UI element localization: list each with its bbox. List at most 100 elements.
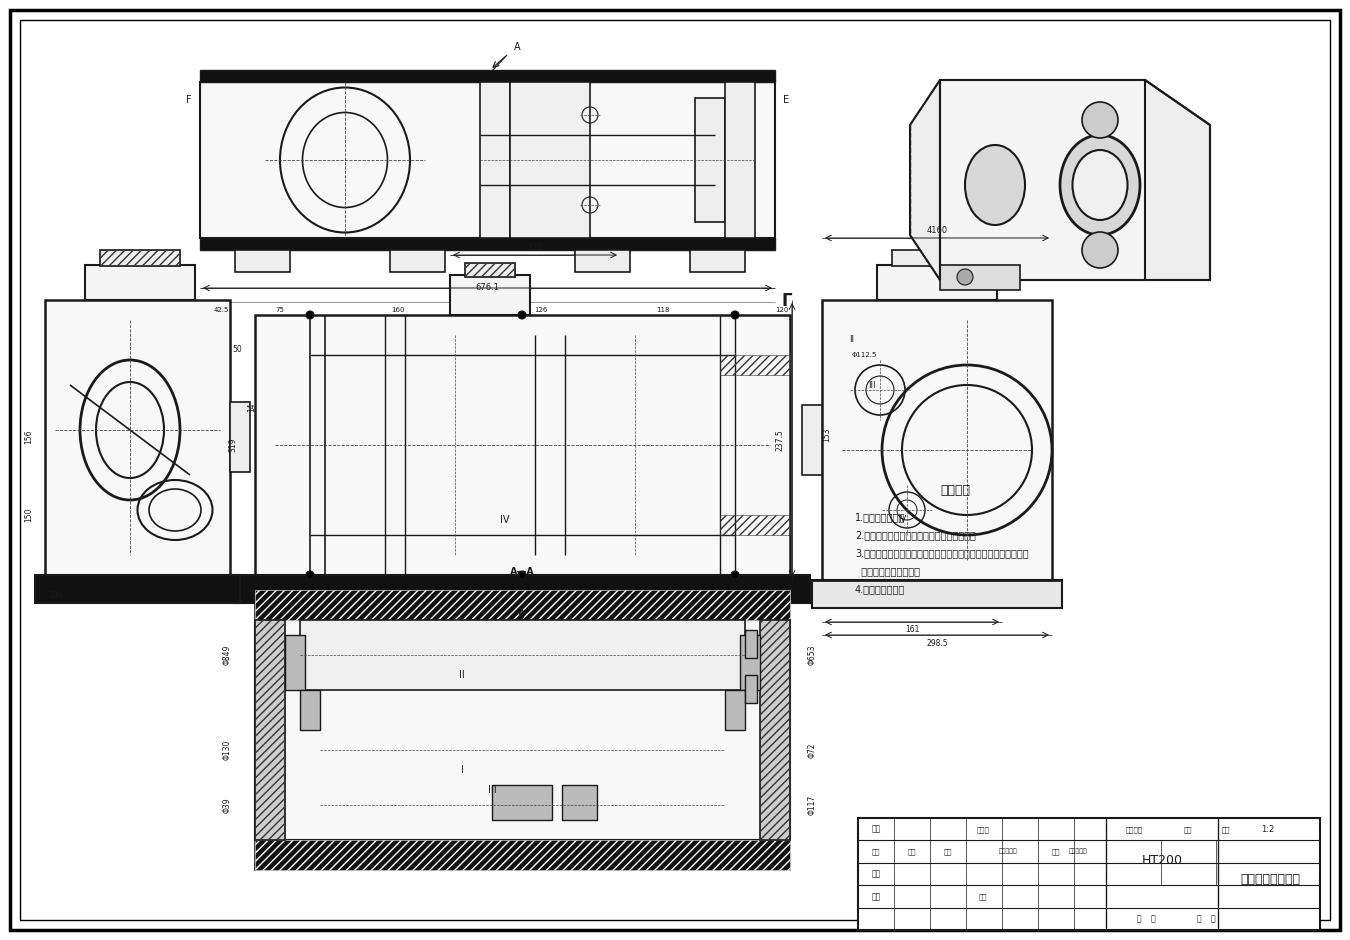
Text: 100: 100 [47, 590, 62, 600]
Text: III: III [487, 785, 497, 795]
Bar [45, 300, 230, 575]
Circle shape [1081, 102, 1118, 138]
Text: 3.铸件应清理干净，不得有毛刺、飞边，非加工表明上的浇冒口应: 3.铸件应清理干净，不得有毛刺、飞边，非加工表明上的浇冒口应 [855, 548, 1029, 558]
Text: 120: 120 [775, 307, 788, 313]
Bar [255, 620, 790, 840]
Text: E: E [783, 95, 790, 105]
Bar [690, 250, 745, 272]
Text: A—A: A—A [510, 567, 535, 577]
Text: Φ72: Φ72 [807, 743, 817, 758]
Bar [695, 98, 725, 222]
Bar [200, 82, 775, 238]
Bar [255, 840, 790, 870]
Text: 42.5: 42.5 [213, 307, 230, 313]
Bar [255, 590, 790, 620]
Bar [100, 250, 180, 266]
Bar [859, 818, 1320, 930]
Circle shape [306, 571, 315, 579]
Text: 更改文件号: 更改文件号 [999, 849, 1018, 854]
Text: 分区: 分区 [944, 848, 952, 854]
Text: F: F [186, 95, 192, 105]
Text: III: III [868, 381, 876, 389]
Bar [450, 275, 531, 315]
Bar [300, 620, 745, 690]
Text: 比例: 比例 [1222, 826, 1230, 833]
Text: 156: 156 [24, 430, 34, 445]
Bar [481, 82, 510, 238]
Text: IV: IV [898, 515, 906, 525]
Bar [491, 785, 552, 820]
Bar [760, 620, 790, 840]
Text: 153: 153 [822, 428, 832, 442]
Bar [255, 620, 285, 840]
Bar [811, 580, 1062, 608]
Text: 676.1: 676.1 [475, 284, 500, 292]
Bar [35, 575, 240, 603]
Text: II: II [849, 336, 855, 344]
Bar [300, 690, 320, 730]
Text: 重量: 重量 [1184, 826, 1192, 833]
Text: 标记: 标记 [872, 848, 880, 854]
Polygon shape [910, 80, 1210, 280]
Text: 4.去除毛刺飞边。: 4.去除毛刺飞边。 [855, 584, 906, 594]
Text: A: A [514, 42, 520, 52]
Text: Φ653: Φ653 [807, 645, 817, 666]
Circle shape [730, 311, 738, 319]
Text: 160: 160 [390, 307, 404, 313]
Text: Φ112.5: Φ112.5 [852, 352, 878, 358]
Text: 150: 150 [24, 508, 34, 523]
Text: 登道: 登道 [979, 893, 987, 900]
Bar [510, 82, 590, 238]
Bar [255, 315, 790, 575]
Text: 126: 126 [533, 307, 547, 313]
Bar [255, 590, 790, 620]
Text: 清理与铸件表面齐平。: 清理与铸件表面齐平。 [855, 566, 919, 576]
Bar [720, 515, 790, 535]
Text: Φ849: Φ849 [223, 645, 231, 666]
Bar [230, 402, 250, 472]
Bar [464, 263, 514, 277]
Bar [575, 250, 630, 272]
Text: 50: 50 [232, 346, 242, 354]
Bar [464, 263, 514, 277]
Bar [100, 250, 180, 266]
Text: 118: 118 [656, 307, 670, 313]
Bar [740, 635, 760, 690]
Circle shape [518, 571, 526, 579]
Text: 工艺: 工艺 [871, 892, 880, 901]
Circle shape [306, 311, 315, 319]
Text: 共    张: 共 张 [1137, 915, 1156, 923]
Bar [745, 630, 757, 658]
Text: 1.人工时效处理。: 1.人工时效处理。 [855, 512, 906, 522]
Text: 298.5: 298.5 [926, 638, 948, 648]
Text: Γ: Γ [782, 292, 792, 310]
Bar [235, 575, 810, 603]
Bar [390, 250, 446, 272]
Text: 161: 161 [904, 625, 919, 634]
Text: HT200: HT200 [1142, 854, 1183, 867]
Bar [745, 675, 757, 703]
Text: 处数: 处数 [907, 848, 917, 854]
Ellipse shape [1072, 150, 1127, 220]
Bar [491, 785, 552, 820]
Bar [725, 690, 745, 730]
Text: 14: 14 [247, 402, 256, 412]
Text: 车床主轴箱毛坯图: 车床主轴箱毛坯图 [1241, 873, 1300, 886]
Text: 319: 319 [228, 438, 238, 452]
Bar [235, 250, 290, 272]
Text: 2.铸件公差带对称于毛坯铸件基本尺寸配置。: 2.铸件公差带对称于毛坯铸件基本尺寸配置。 [855, 530, 976, 540]
Bar [720, 355, 790, 375]
Bar [725, 82, 755, 238]
Bar [235, 575, 810, 603]
Text: V: V [518, 612, 525, 622]
Bar [878, 265, 998, 300]
Bar [285, 635, 305, 690]
Text: IV: IV [501, 515, 510, 525]
Text: 237.5: 237.5 [775, 430, 784, 451]
Text: 170: 170 [526, 243, 543, 252]
Text: I: I [460, 765, 463, 775]
Bar [892, 250, 981, 266]
Text: II: II [459, 670, 464, 680]
Ellipse shape [965, 145, 1025, 225]
Circle shape [957, 269, 973, 285]
